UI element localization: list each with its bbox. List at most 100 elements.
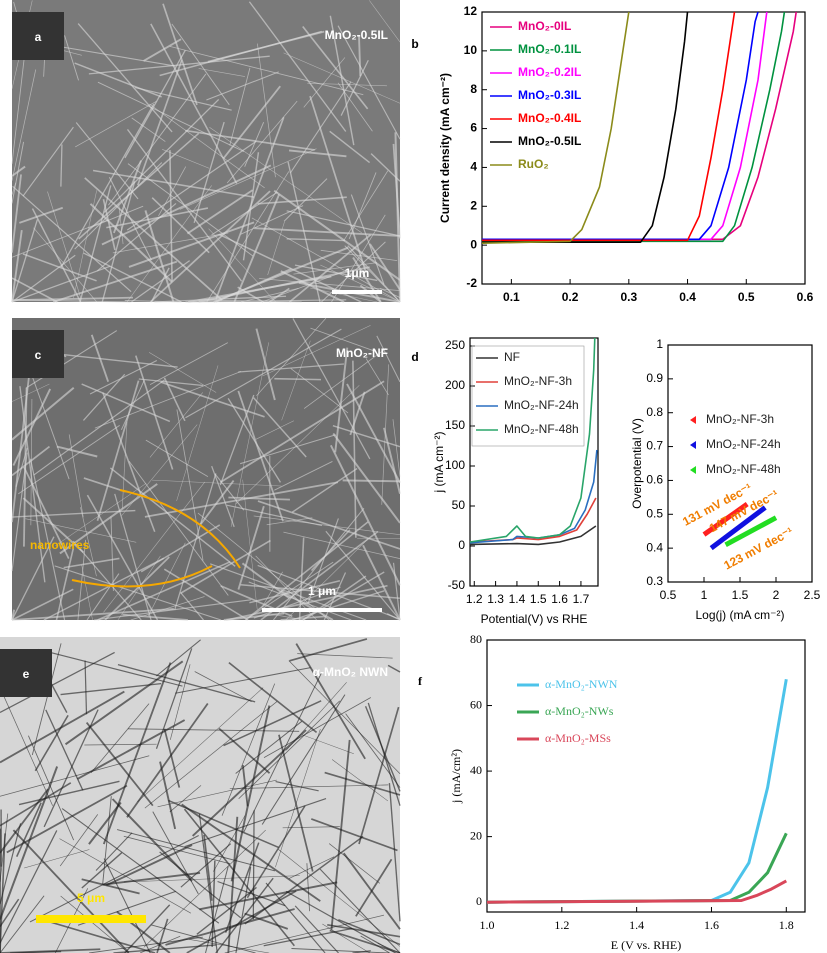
fiber	[45, 709, 84, 791]
fiber	[289, 638, 368, 662]
y-tick-label: 0.7	[646, 439, 663, 453]
legend-label: MnO₂-NF-3h	[504, 374, 572, 388]
series-line	[482, 11, 759, 241]
fiber	[294, 264, 378, 282]
fiber	[303, 348, 387, 409]
fiber	[288, 149, 347, 158]
fiber	[61, 808, 220, 924]
fiber	[196, 886, 257, 935]
fiber	[320, 264, 401, 303]
fiber	[330, 739, 351, 930]
fiber	[324, 771, 401, 796]
fiber	[255, 328, 276, 401]
fiber	[278, 849, 401, 947]
fiber	[355, 858, 393, 917]
fiber	[242, 479, 258, 610]
fiber	[64, 660, 184, 746]
y-tick-label: 10	[464, 43, 478, 57]
fiber	[183, 808, 295, 947]
fiber	[169, 664, 191, 740]
legend-label: MnO₂-0.2IL	[518, 65, 581, 79]
y-tick-label: 0.8	[646, 405, 663, 419]
fiber	[338, 918, 401, 946]
x-tick-label: 0.4	[679, 290, 696, 304]
annotation-curve	[71, 565, 213, 588]
fiber	[92, 169, 255, 198]
fiber	[252, 397, 307, 458]
fiber	[59, 838, 192, 914]
fiber	[90, 703, 150, 773]
legend-label: MnO₂-NF-24h	[504, 398, 579, 412]
fiber	[294, 905, 339, 953]
fiber	[157, 779, 277, 808]
y-tick-label: 0.5	[646, 506, 663, 520]
y-tick-label: 2	[470, 198, 477, 212]
fiber	[176, 365, 219, 502]
fiber	[122, 613, 188, 621]
fiber	[334, 347, 349, 453]
fiber	[174, 473, 217, 611]
y-tick-label: 150	[445, 418, 465, 432]
fiber	[130, 596, 205, 621]
legend-label: NF	[504, 350, 520, 364]
fiber	[229, 784, 389, 790]
fiber	[22, 253, 97, 282]
fiber	[104, 556, 170, 621]
series-line	[469, 525, 597, 546]
fiber	[240, 584, 400, 599]
fiber	[323, 572, 347, 621]
fiber	[241, 562, 290, 599]
fiber	[33, 379, 165, 476]
fiber	[0, 755, 150, 797]
fiber	[274, 461, 333, 491]
fiber	[0, 823, 22, 905]
fiber	[280, 270, 345, 303]
fiber	[302, 26, 369, 110]
x-axis-label: E (V vs. RHE)	[611, 938, 681, 952]
fiber	[253, 515, 401, 536]
fiber	[343, 170, 389, 241]
fiber	[103, 481, 206, 613]
fiber	[149, 392, 203, 458]
fiber	[273, 189, 401, 281]
image-title: MnO₂-0.5IL	[325, 28, 388, 42]
panel-letter-box	[0, 649, 52, 697]
fiber	[340, 59, 369, 116]
fiber	[77, 719, 186, 780]
fiber	[235, 867, 252, 953]
x-tick-label: 0.1	[503, 290, 520, 304]
fiber	[60, 103, 155, 268]
fiber	[302, 571, 385, 621]
fiber	[33, 227, 98, 303]
fiber	[31, 643, 62, 756]
chart: 0.3 0.4 0.5 0.6 0.7 0.8 0.9 1 0.5 1 1.5 2 2.5 Overpot…	[630, 337, 820, 622]
y-tick-label: 0.4	[646, 540, 663, 554]
fiber	[163, 377, 186, 422]
fiber	[12, 829, 130, 953]
fiber	[135, 87, 232, 111]
fiber	[80, 507, 97, 577]
fiber	[346, 383, 401, 484]
fiber	[15, 802, 42, 857]
x-axis-label: Log(j) (mA cm⁻²)	[695, 608, 784, 622]
y-tick-label: 0	[458, 538, 465, 552]
panel-letter: d	[411, 350, 418, 364]
image-background	[0, 637, 400, 953]
fiber	[283, 531, 401, 559]
legend-label: MnO₂-0IL	[518, 19, 571, 33]
fiber	[301, 734, 354, 754]
fiber	[0, 898, 20, 928]
fiber	[25, 330, 118, 389]
fiber	[194, 671, 252, 703]
fiber	[105, 844, 193, 887]
legend-marker	[690, 441, 696, 449]
fiber	[392, 419, 401, 477]
fiber	[31, 208, 82, 303]
series-line	[486, 832, 788, 904]
series-line	[482, 11, 689, 243]
fiber	[95, 832, 133, 871]
fiber	[352, 360, 357, 538]
y-tick-label: 60	[470, 697, 482, 711]
y-tick-label: 80	[470, 632, 482, 646]
x-tick-label: 1.6	[704, 918, 719, 932]
